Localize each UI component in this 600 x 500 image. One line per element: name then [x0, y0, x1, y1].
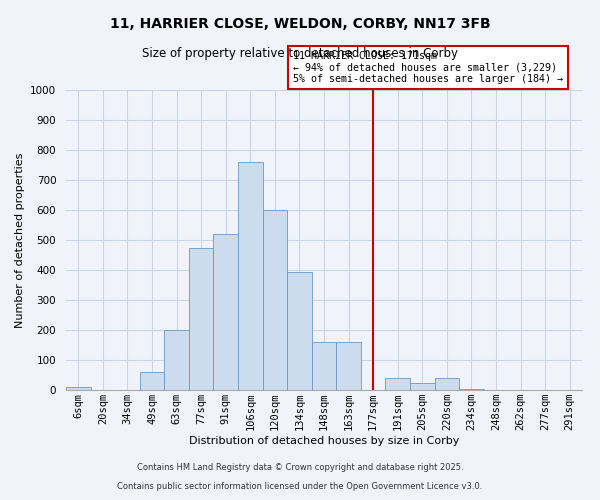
Bar — [287, 272, 312, 390]
Text: 11, HARRIER CLOSE, WELDON, CORBY, NN17 3FB: 11, HARRIER CLOSE, WELDON, CORBY, NN17 3… — [110, 18, 490, 32]
Y-axis label: Number of detached properties: Number of detached properties — [14, 152, 25, 328]
Bar — [385, 378, 410, 390]
Bar — [164, 330, 189, 390]
Bar — [336, 342, 361, 390]
Bar — [66, 387, 91, 390]
Text: Contains HM Land Registry data © Crown copyright and database right 2025.: Contains HM Land Registry data © Crown c… — [137, 464, 463, 472]
Bar — [214, 234, 238, 390]
Bar — [459, 388, 484, 390]
Bar — [263, 210, 287, 390]
Text: 11 HARRIER CLOSE: 171sqm
← 94% of detached houses are smaller (3,229)
5% of semi: 11 HARRIER CLOSE: 171sqm ← 94% of detach… — [293, 51, 563, 84]
Bar — [410, 382, 434, 390]
Text: Size of property relative to detached houses in Corby: Size of property relative to detached ho… — [142, 48, 458, 60]
Bar — [312, 342, 336, 390]
X-axis label: Distribution of detached houses by size in Corby: Distribution of detached houses by size … — [189, 436, 459, 446]
Bar — [140, 372, 164, 390]
Bar — [189, 248, 214, 390]
Text: Contains public sector information licensed under the Open Government Licence v3: Contains public sector information licen… — [118, 482, 482, 491]
Bar — [238, 162, 263, 390]
Bar — [434, 378, 459, 390]
